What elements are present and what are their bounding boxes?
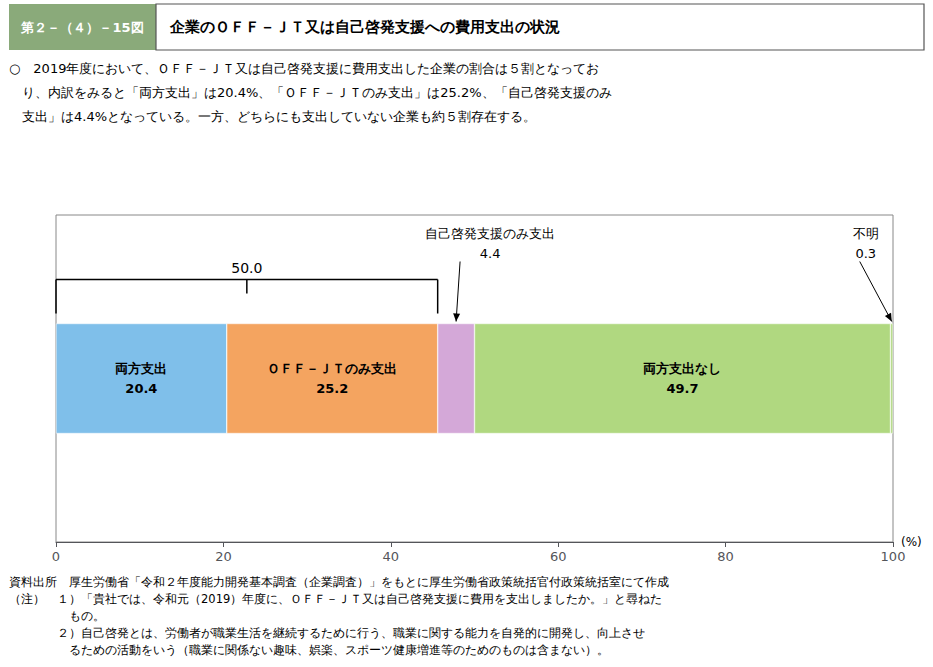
- svg-text:資料出所 厚生労働省「令和２年度能力開発基本調査（企業調査）: 資料出所 厚生労働省「令和２年度能力開発基本調査（企業調査）」をもとに厚生労働省…: [9, 575, 669, 589]
- svg-text:両方支出なし: 両方支出なし: [643, 361, 721, 376]
- svg-text:第２－（４）－15図: 第２－（４）－15図: [20, 20, 143, 35]
- svg-text:不明: 不明: [853, 226, 879, 241]
- svg-text:２）自己啓発とは、労働者が職業生活を継続するために行う、職業: ２）自己啓発とは、労働者が職業生活を継続するために行う、職業に関する能力を自発的…: [9, 626, 645, 640]
- svg-text:60: 60: [550, 549, 567, 564]
- svg-text:20: 20: [215, 549, 232, 564]
- svg-text:もの。: もの。: [9, 609, 105, 623]
- svg-text:（注） １）「貴社では、令和元（2019）年度に、ＯＦＦ－Ｊ: （注） １）「貴社では、令和元（2019）年度に、ＯＦＦ－ＪＴ又は自己啓発支援に…: [9, 592, 662, 606]
- svg-text:0: 0: [52, 549, 60, 564]
- svg-text:50.0: 50.0: [231, 260, 262, 276]
- svg-text:両方支出: 両方支出: [115, 361, 167, 376]
- svg-text:(%): (%): [901, 535, 922, 549]
- svg-text:企業のＯＦＦ－ＪＴ又は自己啓発支援への費用支出の状況: 企業のＯＦＦ－ＪＴ又は自己啓発支援への費用支出の状況: [169, 18, 560, 36]
- svg-text:100: 100: [881, 549, 906, 564]
- svg-text:40: 40: [383, 549, 400, 564]
- svg-text:るための活動をいう（職業に関係ない趣味、娯楽、スポーツ健康増: るための活動をいう（職業に関係ない趣味、娯楽、スポーツ健康増進等のためのものは含…: [9, 643, 609, 657]
- svg-text:4.4: 4.4: [480, 246, 501, 261]
- svg-text:0.3: 0.3: [855, 246, 876, 261]
- svg-text:り、内訳をみると「両方支出」は20.4%、「ＯＦＦ－ＪＴのみ: り、内訳をみると「両方支出」は20.4%、「ＯＦＦ－ＪＴのみ支出」は25.2%、…: [9, 85, 612, 100]
- svg-text:80: 80: [717, 549, 734, 564]
- svg-text:49.7: 49.7: [666, 381, 698, 396]
- svg-text:20.4: 20.4: [125, 381, 157, 396]
- svg-text:支出」は4.4%となっている。一方、どちらにも支出していない: 支出」は4.4%となっている。一方、どちらにも支出していない企業も約５割存在する…: [9, 109, 536, 124]
- svg-text:自己啓発支援のみ支出: 自己啓発支援のみ支出: [425, 226, 555, 241]
- svg-text:25.2: 25.2: [316, 381, 348, 396]
- svg-text:○ 2019年度において、ＯＦＦ－ＪＴ又は自己啓発支援に費用: ○ 2019年度において、ＯＦＦ－ＪＴ又は自己啓発支援に費用支出した企業の割合は…: [9, 61, 599, 76]
- svg-text:ＯＦＦ－ＪＴのみ支出: ＯＦＦ－ＪＴのみ支出: [267, 361, 397, 376]
